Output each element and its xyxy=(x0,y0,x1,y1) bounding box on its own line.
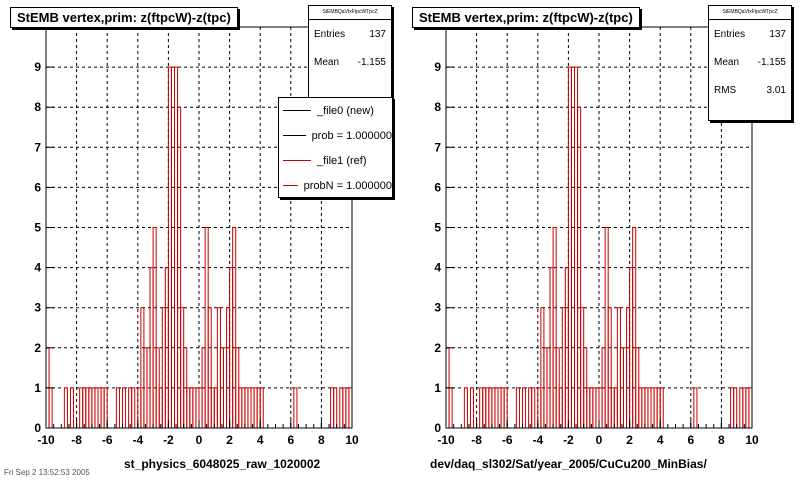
left-hist-bin-3 xyxy=(69,387,75,429)
legend-label-probn: probN = 1.000000 xyxy=(303,179,392,192)
left-ytick-label-8: 8 xyxy=(34,100,41,114)
legend-swatch-file0 xyxy=(283,110,311,111)
legend-entry-prob: prob = 1.000000 xyxy=(279,123,392,148)
right-ytick-label-8: 8 xyxy=(434,100,441,114)
legend-entry-probn: probN = 1.000000 xyxy=(279,173,392,197)
right-stats-entries-label: Entries xyxy=(714,28,746,40)
legend-swatch-file1 xyxy=(283,160,311,161)
legend-entry-file1: _file1 (ref) xyxy=(279,148,392,173)
left-hist-bin-58 xyxy=(293,387,298,429)
right-hist-bin-13 xyxy=(515,387,520,429)
right-xtick-label-2: -6 xyxy=(502,433,513,447)
left-xtick-label-0: -10 xyxy=(37,433,55,447)
legend-label-prob: prob = 1.000000 xyxy=(311,129,392,142)
left-stats-entries-label: Entries xyxy=(314,28,346,40)
right-ytick-label-6: 6 xyxy=(434,180,441,194)
left-stats-entries: Entries 137 xyxy=(309,20,391,48)
right-ytick-label-9: 9 xyxy=(434,60,441,74)
right-stats-rms: RMS 3.01 xyxy=(709,76,791,104)
left-ytick-label-2: 2 xyxy=(34,341,41,355)
left-hist-bin-2 xyxy=(63,387,68,429)
right-ytick-label-3: 3 xyxy=(434,301,441,315)
left-hist-bin-1 xyxy=(48,387,53,429)
left-xtick-label-6: 2 xyxy=(226,433,233,447)
right-ytick-label-5: 5 xyxy=(434,221,441,235)
left-hist-bin-13 xyxy=(115,387,120,429)
left-hist-bin-14 xyxy=(122,387,127,429)
left-xtick-label-2: -6 xyxy=(102,433,113,447)
right-hist-bin-60 xyxy=(733,387,738,429)
left-stats-box: StEMBQaVtxFtpcWTpcZ Entries 137 Mean -1.… xyxy=(308,5,392,103)
right-hist-bin-14 xyxy=(522,387,527,429)
right-stats-mean-label: Mean xyxy=(714,56,740,68)
right-xtick-label-7: 4 xyxy=(657,433,664,447)
right-ytick-label-0: 0 xyxy=(434,421,441,435)
left-xtick-label-10: 10 xyxy=(345,433,359,447)
left-stats-mean-value: -1.155 xyxy=(357,56,386,68)
right-stats-entries: Entries 137 xyxy=(709,20,791,48)
right-xtick-label-1: -8 xyxy=(471,433,482,447)
left-hist-bin-60 xyxy=(333,387,338,429)
legend-label-file0: _file0 (new) xyxy=(317,104,374,117)
left-plot-title: StEMB vertex,prim: z(ftpcW)-z(tpc) xyxy=(10,7,238,28)
right-ytick-label-2: 2 xyxy=(434,341,441,355)
left-xtick-label-4: -2 xyxy=(163,433,174,447)
legend-swatch-prob xyxy=(283,135,306,136)
right-xtick-label-4: -2 xyxy=(563,433,574,447)
right-xtick-label-5: 0 xyxy=(596,433,603,447)
right-xtick-label-3: -4 xyxy=(532,433,543,447)
legend-entry-file0: _file0 (new) xyxy=(279,98,392,123)
left-xtick-label-3: -4 xyxy=(132,433,143,447)
right-hist-bin-58 xyxy=(693,387,698,429)
right-hist-bin-3 xyxy=(469,387,475,429)
right-hist-bin-2 xyxy=(463,387,468,429)
right-stats-header: StEMBQaVtxFtpcWTpcZ xyxy=(709,6,791,20)
left-hist-bin-16 xyxy=(131,387,136,429)
right-xtick-label-8: 6 xyxy=(687,433,694,447)
right-xtick-label-0: -10 xyxy=(437,433,455,447)
left-ytick-label-3: 3 xyxy=(34,301,41,315)
right-stats-box: StEMBQaVtxFtpcWTpcZ Entries 137 Mean -1.… xyxy=(708,5,792,121)
left-xtick-label-5: 0 xyxy=(196,433,203,447)
right-ytick-label-7: 7 xyxy=(434,140,441,154)
left-ytick-label-9: 9 xyxy=(34,60,41,74)
right-xtick-label-6: 2 xyxy=(626,433,633,447)
left-xtick-label-8: 6 xyxy=(287,433,294,447)
legend-label-file1: _file1 (ref) xyxy=(317,154,367,167)
left-ytick-label-4: 4 xyxy=(34,261,41,275)
right-stats-entries-value: 137 xyxy=(769,28,786,40)
left-x-caption: st_physics_6048025_raw_1020002 xyxy=(124,457,321,471)
left-stats-mean-label: Mean xyxy=(314,56,340,68)
footer-timestamp: Fri Sep 2 13:52:53 2005 xyxy=(4,468,90,477)
left-legend: _file0 (new) prob = 1.000000 _file1 (ref… xyxy=(278,97,393,198)
left-stats-mean: Mean -1.155 xyxy=(309,48,391,76)
left-ytick-label-5: 5 xyxy=(34,221,41,235)
right-ytick-label-1: 1 xyxy=(434,381,441,395)
right-stats-rms-label: RMS xyxy=(714,84,737,96)
legend-swatch-probn xyxy=(283,185,298,186)
left-ytick-label-6: 6 xyxy=(34,180,41,194)
left-xtick-label-7: 4 xyxy=(257,433,264,447)
left-stats-entries-value: 137 xyxy=(369,28,386,40)
right-hist-bin-1 xyxy=(448,387,453,429)
left-ytick-label-0: 0 xyxy=(34,421,41,435)
right-plot-title: StEMB vertex,prim: z(ftpcW)-z(tpc) xyxy=(412,7,640,28)
right-ytick-label-4: 4 xyxy=(434,261,441,275)
left-xtick-label-1: -8 xyxy=(71,433,82,447)
left-ytick-label-1: 1 xyxy=(34,381,41,395)
right-hist-bin-16 xyxy=(531,387,536,429)
right-xtick-label-9: 8 xyxy=(718,433,725,447)
right-stats-mean: Mean -1.155 xyxy=(709,48,791,76)
right-stats-mean-value: -1.155 xyxy=(757,56,786,68)
right-xtick-label-10: 10 xyxy=(745,433,759,447)
right-x-caption: dev/daq_sl302/Sat/year_2005/CuCu200_MinB… xyxy=(430,457,707,471)
left-stats-header: StEMBQaVtxFtpcWTpcZ xyxy=(309,6,391,20)
left-xtick-label-9: 8 xyxy=(318,433,325,447)
left-ytick-label-7: 7 xyxy=(34,140,41,154)
right-stats-rms-value: 3.01 xyxy=(766,84,786,96)
